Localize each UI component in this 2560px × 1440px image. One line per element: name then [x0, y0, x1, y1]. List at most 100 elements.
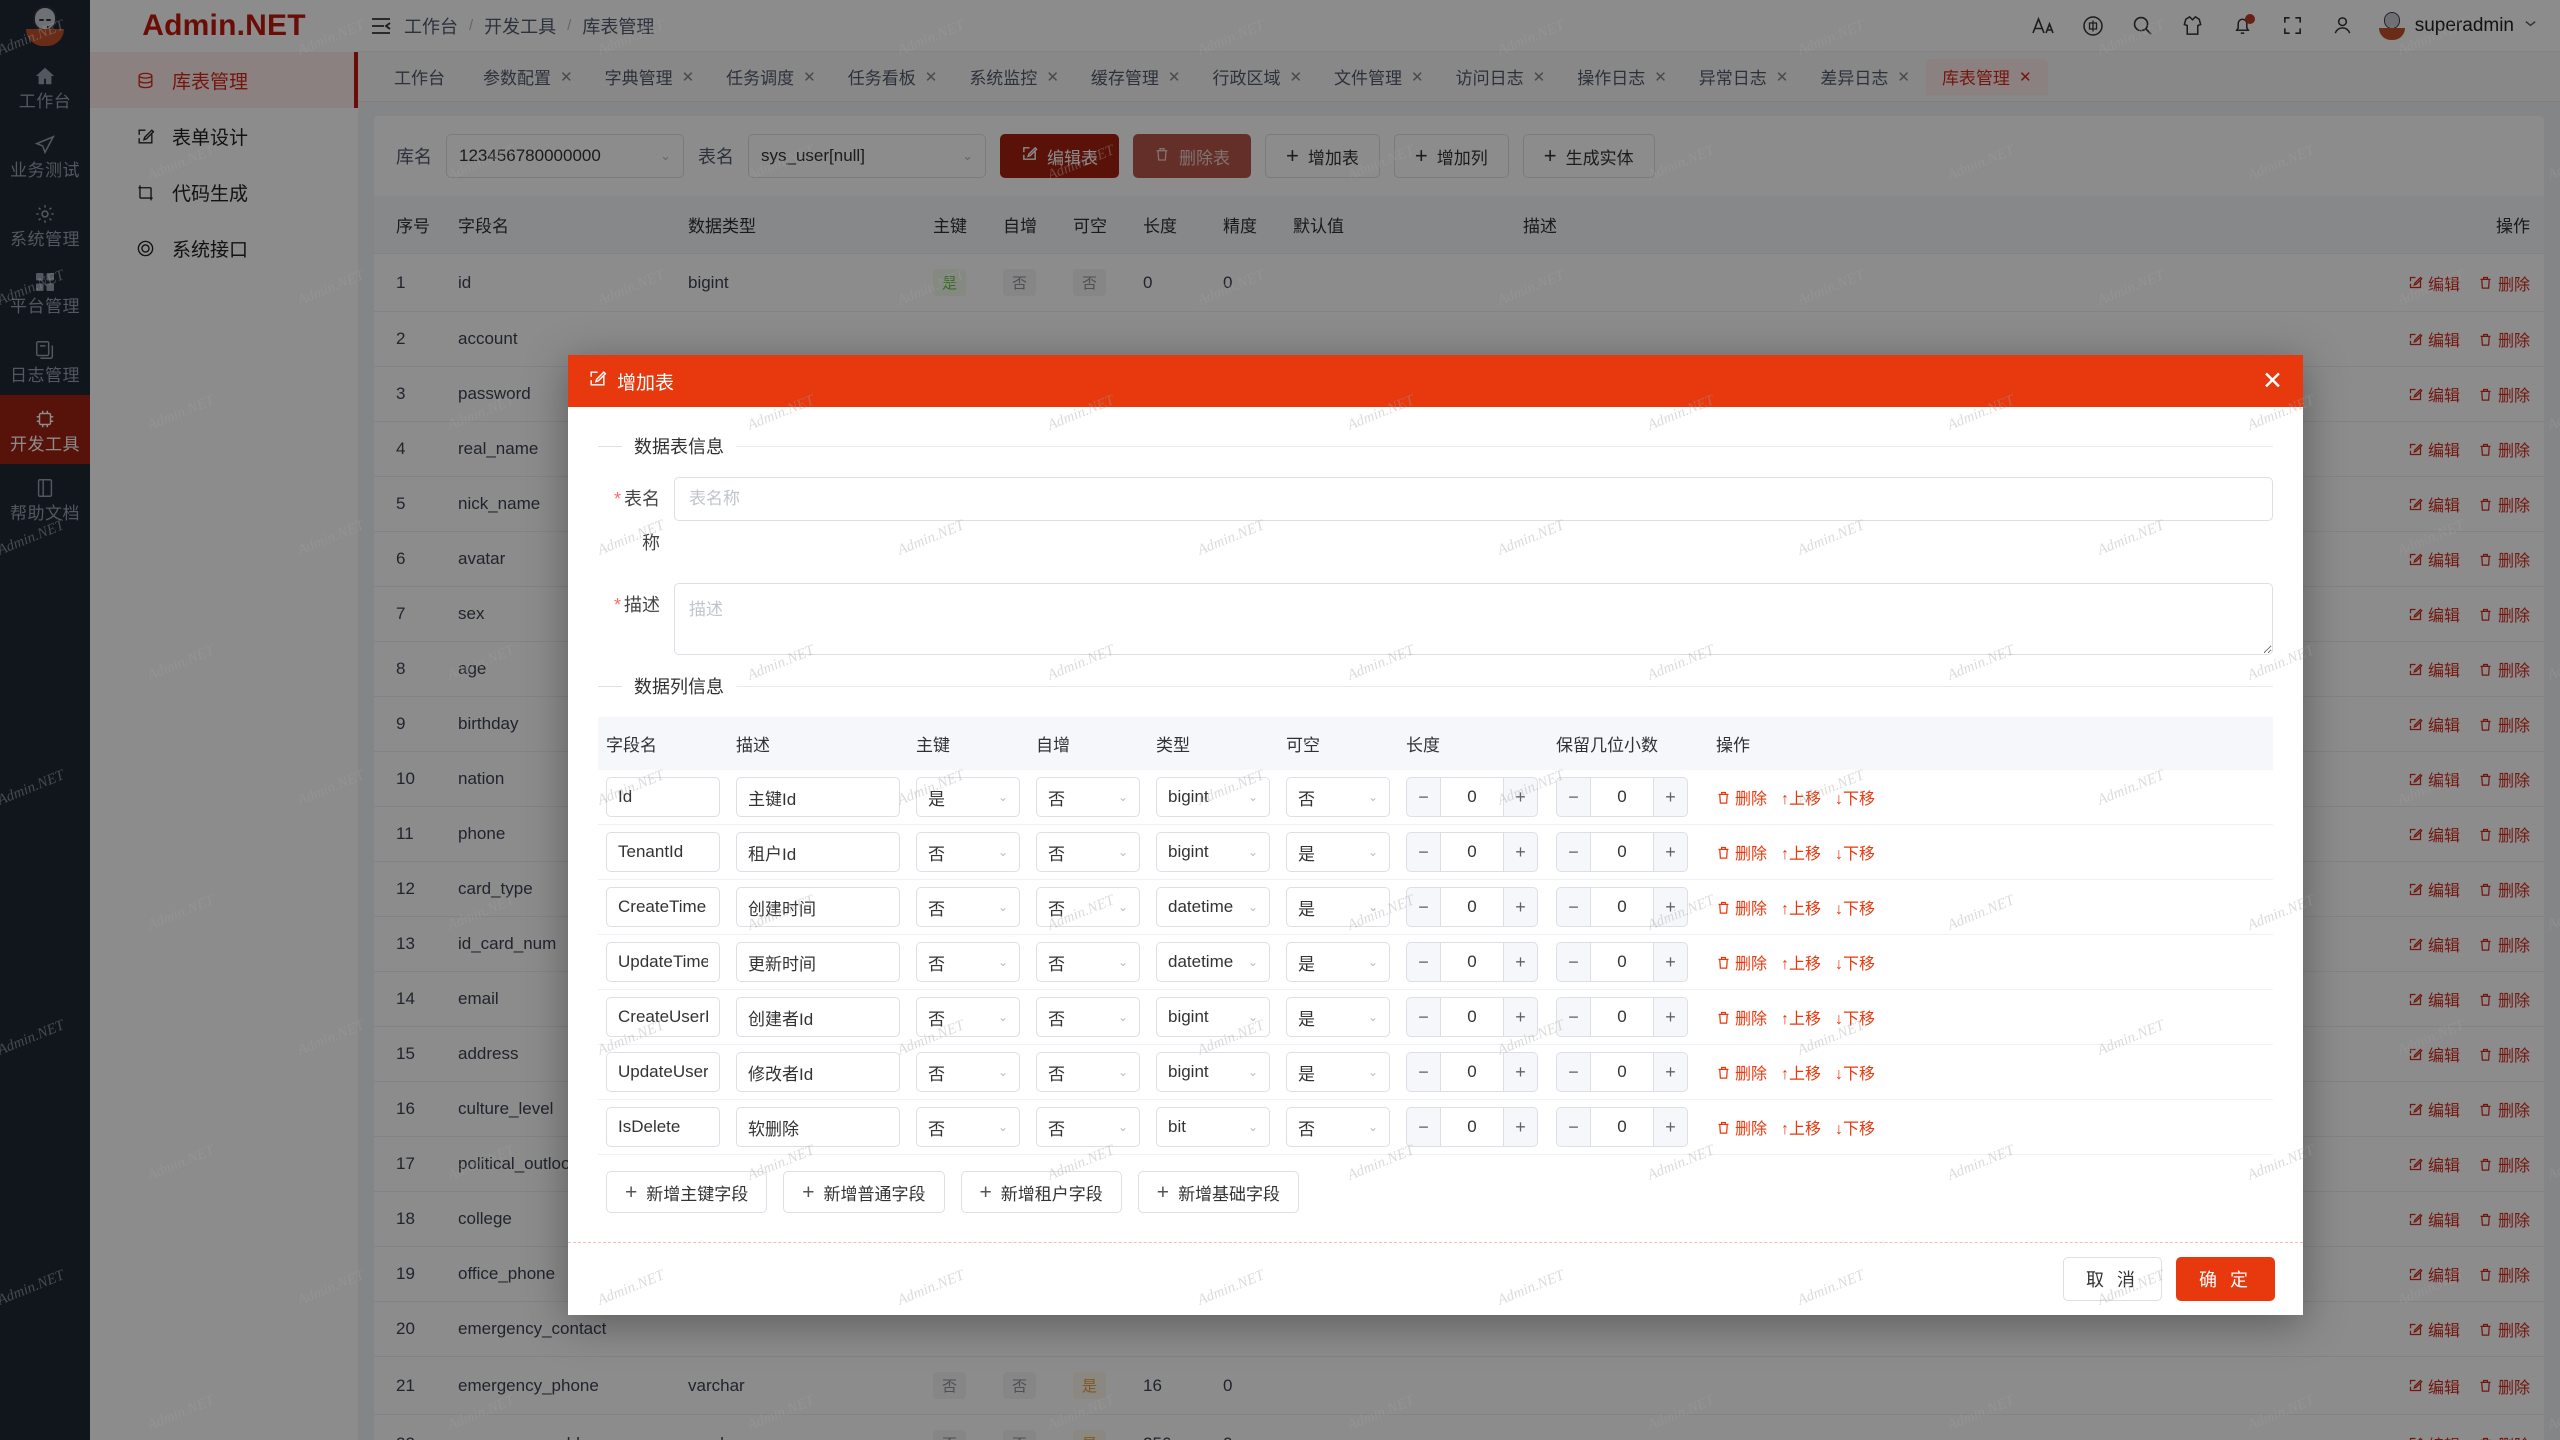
plus-icon[interactable]: + — [1504, 887, 1538, 927]
row-edit-button[interactable]: 编辑 — [2408, 602, 2460, 626]
minus-icon[interactable]: − — [1406, 1052, 1440, 1092]
field-name-input[interactable] — [606, 997, 720, 1037]
plus-icon[interactable]: + — [1504, 777, 1538, 817]
length-stepper[interactable]: −0 + — [1406, 1052, 1538, 1092]
scale-stepper[interactable]: −0 + — [1556, 1107, 1688, 1147]
close-icon[interactable]: ✕ — [1897, 68, 1910, 86]
scale-stepper[interactable]: −0 + — [1556, 997, 1688, 1037]
bell-icon[interactable] — [2222, 5, 2264, 47]
add-pk-field-button[interactable]: 新增主键字段 — [606, 1171, 768, 1213]
row-delete-button[interactable]: 删除 — [2478, 932, 2530, 956]
primary-key-select[interactable]: 否 ⌄ — [916, 1107, 1020, 1147]
plus-icon[interactable]: + — [1504, 1107, 1538, 1147]
data-type-select[interactable]: bigint ⌄ — [1156, 997, 1270, 1037]
close-icon[interactable]: ✕ — [924, 68, 938, 86]
field-desc-input[interactable] — [736, 997, 900, 1037]
scale-stepper[interactable]: −0 + — [1556, 832, 1688, 872]
scale-value[interactable]: 0 — [1590, 997, 1654, 1037]
row-move-up-button[interactable]: ↑上移 — [1781, 1066, 1822, 1083]
length-value[interactable]: 0 — [1440, 997, 1504, 1037]
row-delete-button[interactable]: 删除 — [2478, 1262, 2530, 1286]
close-icon[interactable]: ✕ — [2018, 68, 2032, 86]
close-icon[interactable]: ✕ — [1167, 68, 1181, 86]
row-delete-button[interactable]: 删除 — [1716, 950, 1767, 974]
nullable-select[interactable]: 是 ⌄ — [1286, 832, 1390, 872]
close-icon[interactable]: ✕ — [1411, 68, 1424, 86]
row-edit-button[interactable]: 编辑 — [2408, 1317, 2460, 1341]
row-edit-button[interactable]: 编辑 — [2408, 877, 2460, 901]
plus-icon[interactable]: + — [1654, 997, 1688, 1037]
row-delete-button[interactable]: 删除 — [2478, 602, 2530, 626]
minus-icon[interactable]: − — [1406, 777, 1440, 817]
table-name-input[interactable] — [674, 477, 2273, 521]
gen-entity-button[interactable]: 生成实体 — [1522, 134, 1655, 178]
row-delete-button[interactable]: 删除 — [2478, 327, 2530, 351]
minus-icon[interactable]: − — [1556, 777, 1590, 817]
length-stepper[interactable]: −0 + — [1406, 942, 1538, 982]
breadcrumb-item-1[interactable]: 开发工具 — [484, 16, 557, 37]
rail-item-system-manage[interactable]: 系统管理 — [0, 190, 90, 259]
add-tenant-field-button[interactable]: 新增租户字段 — [960, 1171, 1122, 1213]
length-value[interactable]: 0 — [1440, 887, 1504, 927]
minus-icon[interactable]: − — [1406, 832, 1440, 872]
field-name-input[interactable] — [606, 777, 720, 817]
field-desc-input[interactable] — [736, 887, 900, 927]
data-type-select[interactable]: bigint ⌄ — [1156, 832, 1270, 872]
menu-fold-icon[interactable] — [358, 14, 404, 38]
plus-icon[interactable]: + — [1504, 942, 1538, 982]
row-move-up-button[interactable]: ↑上移 — [1781, 1011, 1822, 1028]
row-edit-button[interactable]: 编辑 — [2408, 657, 2460, 681]
scale-stepper[interactable]: −0 + — [1556, 1052, 1688, 1092]
sidebar-item-code-gen[interactable]: 代码生成 — [90, 164, 358, 220]
plus-icon[interactable]: + — [1654, 1107, 1688, 1147]
nullable-select[interactable]: 是 ⌄ — [1286, 942, 1390, 982]
row-delete-button[interactable]: 删除 — [1716, 895, 1767, 919]
sidebar-item-db-table-manage[interactable]: 库表管理 — [90, 52, 358, 108]
row-delete-button[interactable]: 删除 — [2478, 1152, 2530, 1176]
search-icon[interactable] — [2122, 5, 2164, 47]
row-move-up-button[interactable]: ↑上移 — [1781, 846, 1822, 863]
scale-stepper[interactable]: −0 + — [1556, 887, 1688, 927]
row-move-up-button[interactable]: ↑上移 — [1781, 1121, 1822, 1138]
rail-item-dev-tools[interactable]: 开发工具 — [0, 395, 90, 464]
field-desc-input[interactable] — [736, 777, 900, 817]
row-delete-button[interactable]: 删除 — [1716, 1115, 1767, 1139]
row-delete-button[interactable]: 删除 — [2478, 822, 2530, 846]
auto-increment-select[interactable]: 否 ⌄ — [1036, 1052, 1140, 1092]
row-delete-button[interactable]: 删除 — [2478, 1374, 2530, 1398]
table-row[interactable]: 1 id bigint 是否否 0 0 编辑 删除 — [374, 253, 2544, 312]
tab-cache-manage[interactable]: 缓存管理 ✕ — [1075, 59, 1197, 95]
scale-value[interactable]: 0 — [1590, 942, 1654, 982]
language-icon[interactable] — [2072, 5, 2114, 47]
tab-workbench[interactable]: 工作台 — [378, 59, 467, 95]
length-value[interactable]: 0 — [1440, 832, 1504, 872]
close-icon[interactable]: ✕ — [1289, 68, 1303, 86]
tab-diff-log[interactable]: 差异日志 ✕ — [1804, 59, 1926, 95]
row-delete-button[interactable]: 删除 — [1716, 785, 1767, 809]
tab-admin-region[interactable]: 行政区域 ✕ — [1196, 59, 1318, 95]
plus-icon[interactable]: + — [1654, 1052, 1688, 1092]
row-edit-button[interactable]: 编辑 — [2408, 1152, 2460, 1176]
field-desc-input[interactable] — [736, 1107, 900, 1147]
data-type-select[interactable]: datetime ⌄ — [1156, 887, 1270, 927]
row-delete-button[interactable]: 删除 — [2478, 712, 2530, 736]
row-move-down-button[interactable]: ↓下移 — [1835, 1011, 1876, 1028]
close-icon[interactable]: ✕ — [1532, 68, 1546, 86]
row-delete-button[interactable]: 删除 — [2478, 1317, 2530, 1341]
field-name-input[interactable] — [606, 942, 720, 982]
row-delete-button[interactable]: 删除 — [2478, 1042, 2530, 1066]
minus-icon[interactable]: − — [1556, 832, 1590, 872]
auto-increment-select[interactable]: 否 ⌄ — [1036, 997, 1140, 1037]
nullable-select[interactable]: 否 ⌄ — [1286, 1107, 1390, 1147]
primary-key-select[interactable]: 否 ⌄ — [916, 997, 1020, 1037]
row-delete-button[interactable]: 删除 — [1716, 1060, 1767, 1084]
sidebar-item-form-design[interactable]: 表单设计 — [90, 108, 358, 164]
plus-icon[interactable]: + — [1654, 832, 1688, 872]
minus-icon[interactable]: − — [1556, 997, 1590, 1037]
row-delete-button[interactable]: 删除 — [2478, 657, 2530, 681]
row-edit-button[interactable]: 编辑 — [2408, 1097, 2460, 1121]
db-name-select[interactable]: 123456780000000 ⌄ — [446, 134, 684, 178]
length-value[interactable]: 0 — [1440, 942, 1504, 982]
nullable-select[interactable]: 是 ⌄ — [1286, 887, 1390, 927]
auto-increment-select[interactable]: 否 ⌄ — [1036, 1107, 1140, 1147]
